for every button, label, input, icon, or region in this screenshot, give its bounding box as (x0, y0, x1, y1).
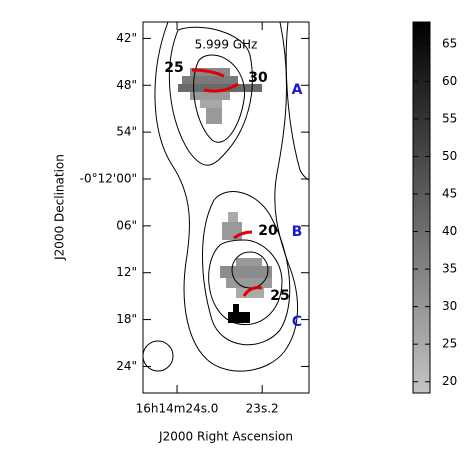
y-tick-label: 18" (116, 312, 137, 326)
colorbar-tick-label: 65 (442, 36, 457, 50)
annotation: B (292, 224, 303, 240)
plot-frame (142, 21, 310, 394)
annotation: A (292, 82, 303, 98)
colorbar-tick-label: 60 (442, 74, 457, 88)
position-angle-arcs (191, 68, 263, 297)
annotation: C (292, 314, 302, 330)
annotation: 20 (258, 223, 278, 239)
y-tick-label: -0°12'00" (80, 171, 137, 185)
y-axis-label: J2000 Declination (53, 154, 67, 261)
colorbar-tick-label: 35 (442, 262, 457, 276)
colorbar-tick-label: 25 (442, 337, 457, 351)
annotation: 5.999 GHz (195, 38, 258, 52)
annotation: 30 (248, 70, 268, 86)
y-tick-label: 12" (116, 265, 137, 279)
annotation: 25 (270, 288, 289, 304)
colorbar (412, 21, 431, 394)
x-tick-label: 16h14m24s.0 (136, 402, 219, 416)
colorbar-tick-label: 45 (442, 186, 457, 200)
y-tick-label: 06" (116, 218, 137, 232)
x-axis-label: J2000 Right Ascension (158, 430, 293, 444)
colorbar-tick-label: 55 (442, 111, 457, 125)
x-tick-label: 23s.2 (246, 402, 279, 416)
annotation: 25 (164, 60, 183, 76)
y-tick-label: 24" (116, 359, 137, 373)
colorbar-tick-label: 30 (442, 299, 457, 313)
colorbar-tick-label: 20 (442, 374, 457, 388)
colorbar-tick-label: 50 (442, 149, 457, 163)
image-pixels (178, 68, 272, 323)
colorbar-tick-label: 40 (442, 224, 457, 238)
y-tick-label: 54" (116, 125, 137, 139)
y-tick-label: 42" (116, 31, 137, 45)
y-tick-label: 48" (116, 78, 137, 92)
contours (142, 21, 310, 372)
